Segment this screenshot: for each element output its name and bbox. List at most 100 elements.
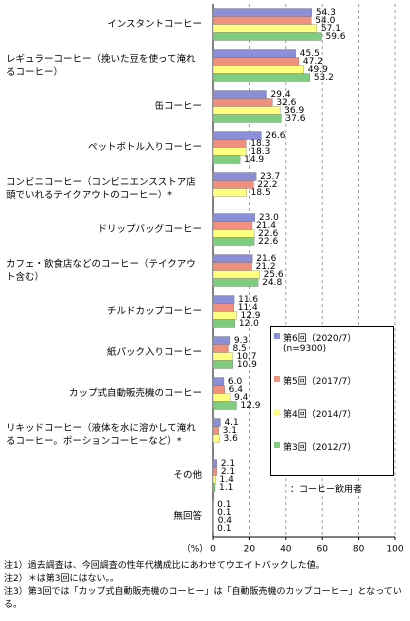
value-label: 18.3 — [250, 139, 270, 149]
bar — [212, 377, 225, 386]
bar — [212, 90, 267, 99]
value-label: 32.6 — [276, 98, 296, 108]
value-label: 22.6 — [258, 229, 278, 239]
category-text: チルドカップコーヒー — [106, 306, 202, 317]
value-label: 53.2 — [314, 73, 334, 83]
value-label: 6.0 — [228, 377, 243, 387]
value-label: 6.4 — [229, 385, 244, 395]
base-note: ：コーヒー飲用者 — [290, 485, 363, 495]
bar — [212, 426, 219, 435]
value-label: 21.6 — [256, 254, 276, 264]
bar — [212, 221, 253, 230]
bar — [212, 139, 247, 148]
value-label: 11.4 — [238, 303, 258, 313]
bar — [212, 418, 221, 427]
value-label: 1.1 — [219, 483, 233, 493]
note: 注2）＊は第3回にはない。。 — [4, 574, 119, 584]
bar — [212, 516, 214, 525]
bar — [212, 49, 296, 58]
legend-text-box: 第5回（2017/7） — [283, 374, 356, 387]
legend-label: 第6回（2020/7） — [283, 334, 357, 344]
category-text: ペットボトル入りコーヒー — [87, 142, 202, 153]
value-label: 10.7 — [236, 352, 256, 362]
category-text: カップ式自動販売機のコーヒー — [68, 388, 202, 399]
value-label: 4.1 — [224, 418, 238, 428]
legend-swatch — [274, 333, 280, 339]
category-label: インスタントコーヒー — [6, 10, 202, 40]
legend-item: 第4回（2014/7） — [274, 407, 390, 420]
category-label: 紙パック入りコーヒー — [6, 338, 202, 368]
bar — [212, 303, 234, 312]
legend-text-box: 第6回（2020/7） (n=9300) — [283, 331, 356, 354]
category-text: 無回答 — [173, 511, 202, 522]
bar — [212, 24, 318, 33]
value-label: 21.2 — [256, 262, 276, 272]
bar — [212, 98, 273, 107]
legend-item: 第3回（2012/7） — [274, 440, 390, 453]
bar — [212, 393, 231, 402]
value-label: 8.5 — [232, 344, 246, 354]
category-text: その他 — [173, 470, 202, 481]
value-label: 0.1 — [217, 524, 231, 534]
value-label: 2.1 — [221, 459, 235, 469]
bar — [212, 434, 220, 443]
bar — [212, 254, 253, 263]
bar — [212, 180, 254, 189]
category-text: 紙パック入りコーヒー — [106, 347, 202, 358]
bar — [212, 237, 255, 246]
value-label: 22.2 — [257, 180, 277, 190]
value-label: 25.6 — [264, 270, 284, 280]
category-text: インスタントコーヒー — [107, 19, 202, 30]
value-label: 21.4 — [256, 221, 276, 231]
category-text: レギュラーコーヒー（挽いた豆を使って淹れるコーヒー） — [6, 53, 196, 78]
value-label: 36.9 — [284, 106, 304, 116]
x-tick-label: 0 — [210, 545, 216, 555]
value-label: 11.6 — [238, 295, 258, 305]
category-label: コンビニコーヒー（コンビニエンスストア店頭でいれるテイクアウトのコーヒー）* — [6, 174, 202, 204]
category-text: ドリップバッグコーヒー — [97, 224, 202, 235]
legend-swatch — [274, 409, 280, 415]
bar — [212, 344, 229, 353]
bar — [212, 16, 312, 25]
bar — [212, 8, 312, 17]
bar — [212, 188, 247, 197]
legend-text-box: 第3回（2012/7） — [283, 440, 356, 453]
bar — [212, 262, 252, 271]
legend-label: 第3回（2012/7） — [283, 443, 357, 453]
value-label: 49.9 — [308, 65, 328, 75]
value-label: 37.6 — [285, 114, 305, 124]
value-label: 9.3 — [234, 336, 248, 346]
legend: 第6回（2020/7） (n=9300) 第5回（2017/7） 第4回（2014/7… — [270, 326, 394, 476]
bar — [212, 73, 310, 82]
category-label: カップ式自動販売機のコーヒー — [6, 379, 202, 409]
category-text: 缶コーヒー — [154, 101, 202, 112]
x-tick-label: 20 — [244, 545, 256, 555]
value-label: 3.6 — [224, 434, 239, 444]
value-label: 45.5 — [300, 49, 320, 59]
value-label: 14.9 — [244, 155, 264, 165]
bar — [212, 360, 233, 369]
value-label: 59.6 — [325, 32, 345, 42]
bar — [212, 352, 233, 361]
bar — [212, 229, 255, 238]
value-label: 12.9 — [240, 401, 260, 411]
bar — [212, 155, 241, 164]
legend-swatch — [274, 442, 280, 448]
category-text: コンビニコーヒー（コンビニエンスストア店頭でいれるテイクアウトのコーヒー）* — [6, 176, 196, 201]
value-label: 24.8 — [262, 278, 282, 288]
value-label: 0.1 — [217, 500, 231, 510]
value-label: 22.6 — [258, 237, 278, 247]
bar — [212, 278, 259, 287]
bar — [212, 213, 256, 222]
bar — [212, 311, 237, 320]
notes: 注1）過去調査は、今回調査の性年代構成比にあわせてウエイトバックした値。 注2）＊… — [4, 560, 408, 612]
value-label: 23.7 — [260, 172, 280, 182]
category-label: チルドカップコーヒー — [6, 297, 202, 327]
category-text: カフェ・飲食店などのコーヒー（テイクアウト含む） — [6, 258, 196, 283]
x-tick-label: 60 — [316, 545, 328, 555]
value-label: 10.9 — [237, 360, 257, 370]
bar — [212, 32, 322, 41]
bar — [212, 459, 217, 468]
bar — [212, 401, 237, 410]
